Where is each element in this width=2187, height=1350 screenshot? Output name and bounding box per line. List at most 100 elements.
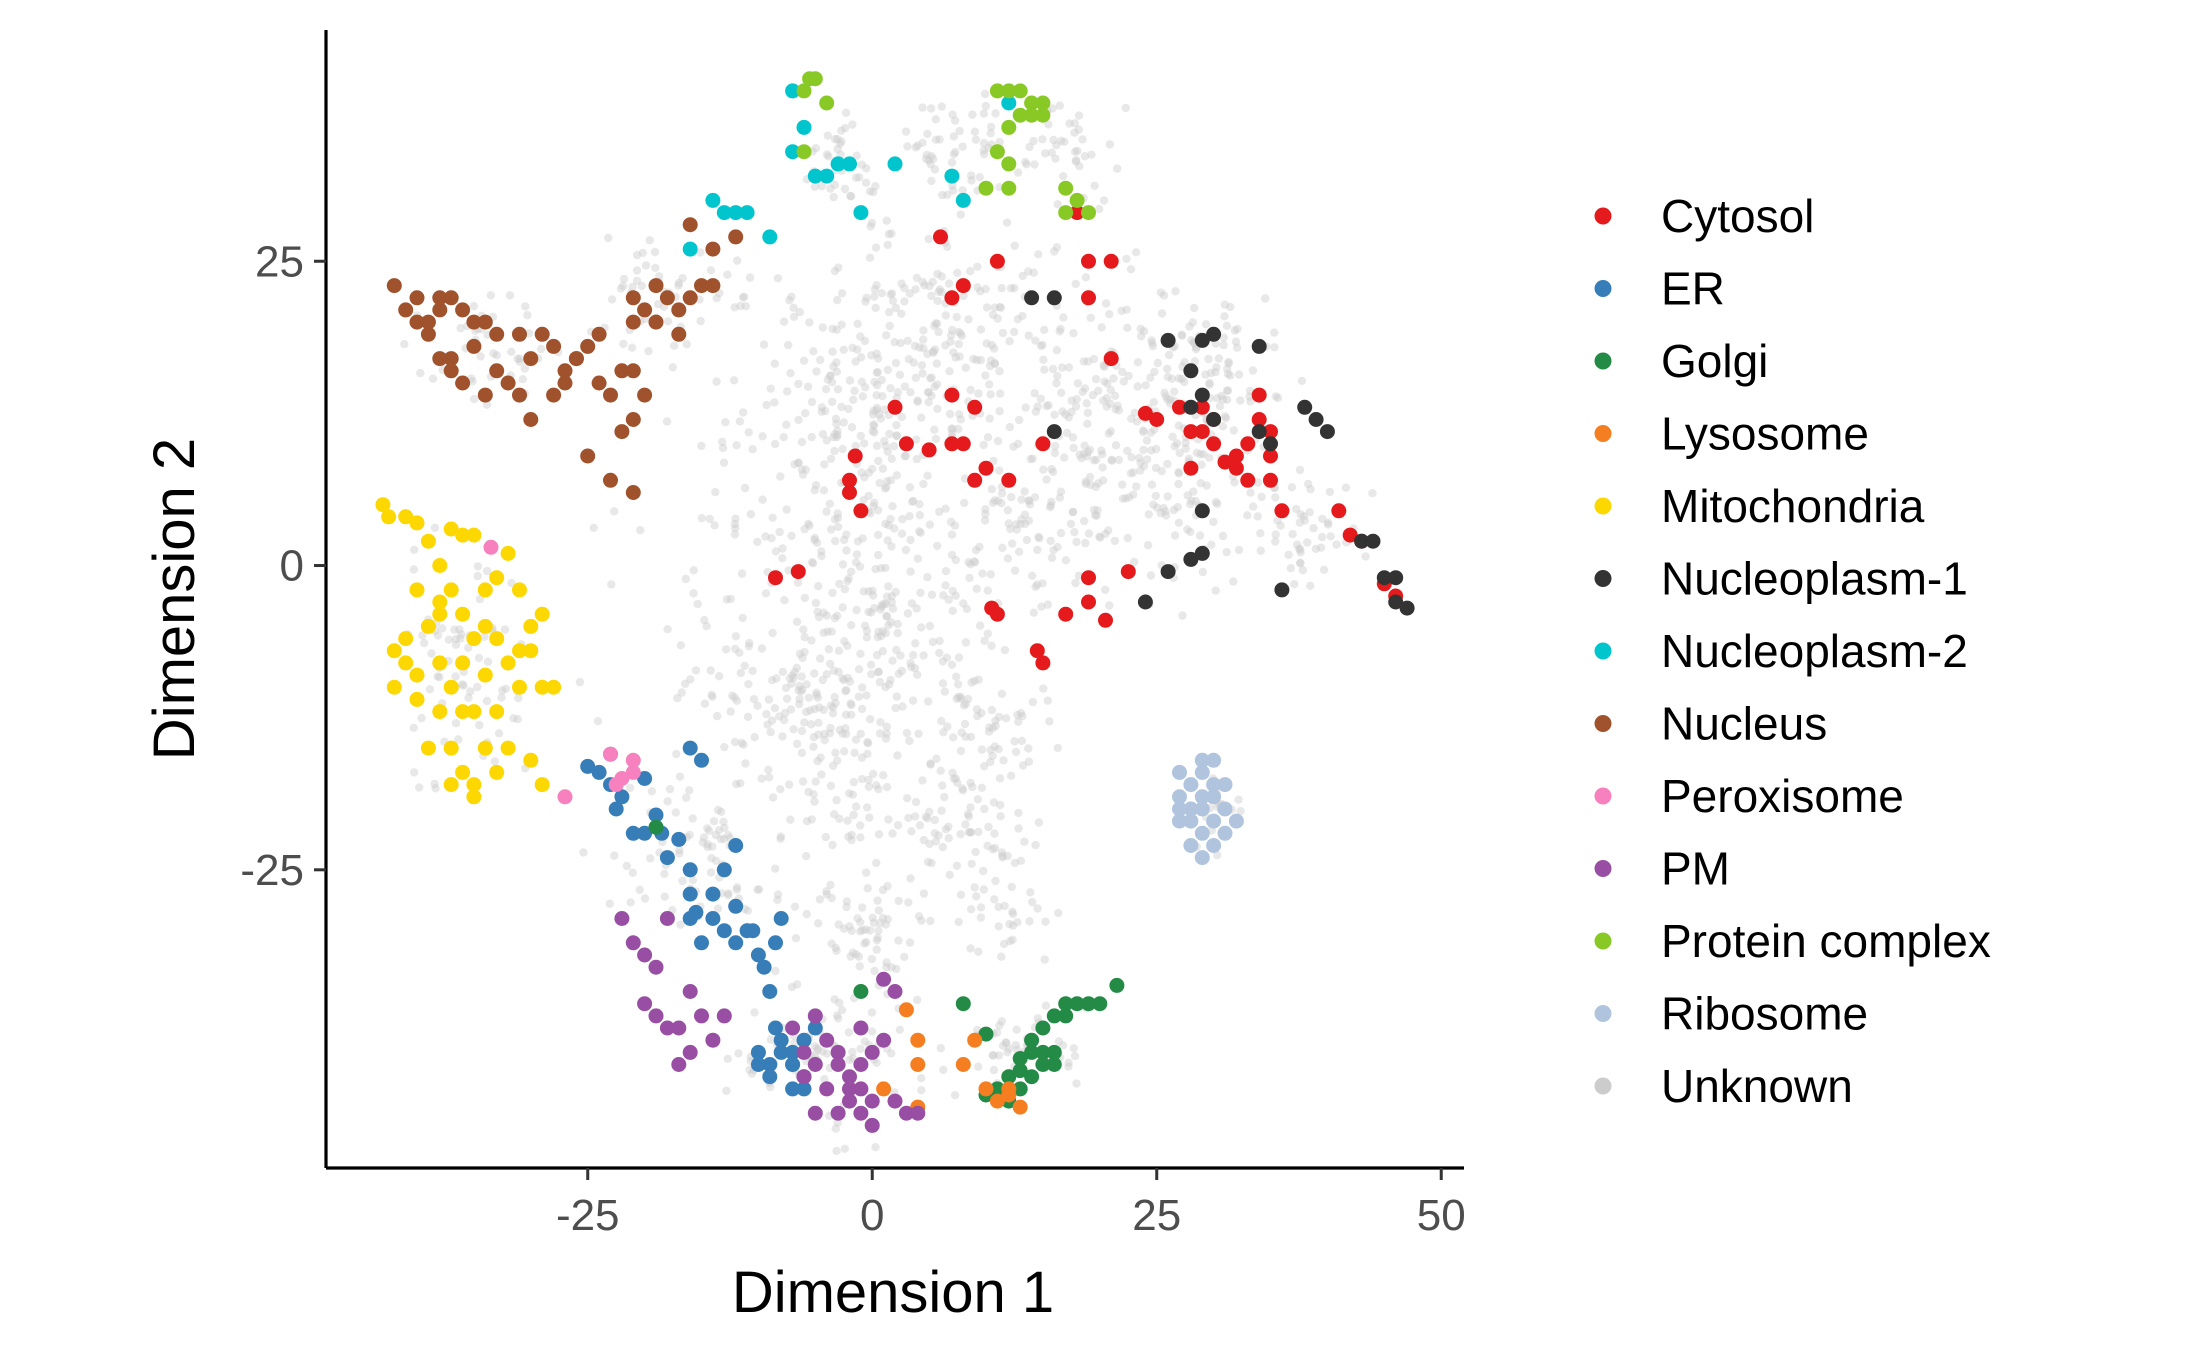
scatter-point-unknown [871, 243, 881, 252]
scatter-point-unknown [1190, 303, 1199, 313]
scatter-point-golgi [1046, 1044, 1062, 1060]
scatter-point-unknown [1003, 1048, 1012, 1057]
scatter-point-unknown [1016, 708, 1026, 718]
scatter-point-unknown [645, 236, 654, 245]
scatter-point-unknown [1246, 488, 1255, 497]
scatter-point-unknown [833, 522, 843, 531]
scatter-point-unknown [993, 314, 1002, 323]
scatter-point-unknown [1064, 1058, 1073, 1067]
legend-key-ribosome [1594, 1005, 1612, 1022]
scatter-point-unknown [1098, 450, 1107, 459]
scatter-point-unknown [963, 694, 973, 704]
scatter-point-unknown [1295, 465, 1305, 475]
scatter-point-unknown [938, 190, 947, 200]
scatter-point-unknown [1083, 357, 1093, 366]
scatter-point-unknown [845, 677, 855, 686]
scatter-point-unknown [891, 358, 901, 368]
scatter-point-unknown [983, 841, 992, 850]
scatter-point-unknown [778, 554, 787, 563]
scatter-point-unknown [926, 760, 935, 769]
x-axis-title: Dimension 1 [732, 1260, 1054, 1325]
scatter-point-unknown [994, 922, 1003, 931]
scatter-point-unknown [833, 756, 842, 765]
scatter-point-unknown [1295, 518, 1305, 527]
scatter-point-unknown [997, 848, 1007, 857]
scatter-point-golgi [1058, 996, 1074, 1012]
scatter-point-mitochondria [466, 704, 482, 720]
scatter-point-mitochondria [534, 606, 550, 622]
scatter-point-unknown [834, 667, 843, 677]
scatter-point-unknown [937, 288, 946, 297]
scatter-point-unknown [817, 181, 827, 191]
scatter-point-unknown [982, 303, 992, 312]
scatter-point-unknown [720, 823, 729, 832]
scatter-point-unknown [1139, 445, 1148, 455]
scatter-point-unknown [903, 794, 912, 803]
scatter-point-unknown [931, 115, 940, 124]
scatter-point-unknown [939, 728, 948, 737]
scatter-point-unknown [1205, 380, 1214, 389]
scatter-point-unknown [990, 496, 999, 505]
scatter-point-unknown [956, 830, 965, 839]
scatter-point-unknown [906, 874, 915, 883]
scatter-point-unknown [712, 294, 721, 303]
scatter-point-unknown [866, 715, 875, 724]
scatter-point-unknown [1099, 396, 1108, 405]
scatter-point-unknown [888, 296, 898, 305]
scatter-point-unknown [722, 595, 732, 604]
scatter-point-unknown [1121, 494, 1130, 503]
scatter-point-unknown [1257, 492, 1266, 502]
scatter-point-mitochondria [489, 764, 505, 780]
scatter-point-unknown [915, 500, 924, 509]
scatter-point-unknown [1003, 554, 1013, 563]
scatter-point-pm [819, 1032, 835, 1048]
scatter-point-unknown [933, 296, 942, 306]
scatter-point-pm [864, 1044, 880, 1060]
scatter-point-unknown [1036, 394, 1046, 403]
scatter-point-unknown [416, 368, 425, 378]
scatter-point-unknown [848, 790, 857, 799]
scatter-point-unknown [912, 454, 921, 464]
scatter-point-unknown [798, 470, 808, 479]
scatter-point-cytosol [842, 485, 857, 500]
scatter-point-unknown [830, 446, 839, 456]
scatter-point-unknown [876, 718, 885, 727]
scatter-point-unknown [827, 893, 836, 903]
scatter-point-unknown [986, 745, 995, 755]
scatter-point-unknown [1100, 362, 1109, 371]
scatter-point-unknown [1028, 571, 1037, 580]
scatter-point-unknown [935, 285, 944, 294]
scatter-point-unknown [821, 406, 830, 416]
scatter-point-unknown [1031, 407, 1041, 416]
scatter-point-unknown [976, 355, 985, 365]
scatter-point-nucleoplasm-1 [1046, 424, 1062, 440]
scatter-point-pm [898, 1105, 914, 1121]
scatter-point-unknown [1079, 449, 1089, 458]
scatter-point-unknown [1013, 710, 1022, 720]
scatter-point-mitochondria [455, 704, 471, 720]
scatter-point-unknown [1025, 917, 1034, 926]
scatter-point-mitochondria [546, 679, 562, 695]
scatter-point-nucleoplasm-1 [1024, 290, 1040, 306]
scatter-point-unknown [1296, 510, 1305, 519]
scatter-point-unknown [833, 295, 842, 305]
scatter-point-golgi [1012, 1051, 1028, 1066]
scatter-point-golgi [1001, 1069, 1017, 1085]
scatter-point-unknown [651, 263, 660, 273]
scatter-point-unknown [1172, 439, 1182, 448]
scatter-point-unknown [696, 248, 705, 257]
scatter-point-er [688, 904, 704, 920]
scatter-point-unknown [827, 525, 836, 534]
scatter-point-unknown [809, 347, 818, 356]
scatter-point-unknown [795, 681, 804, 691]
scatter-point-unknown [741, 759, 750, 768]
scatter-point-cytosol [944, 387, 960, 403]
x-ticks: -25 0 25 50 [556, 1168, 1466, 1240]
scatter-point-unknown [997, 1017, 1006, 1026]
scatter-point-unknown [878, 392, 887, 401]
scatter-point-unknown [855, 562, 865, 571]
scatter-point-unknown [937, 102, 946, 111]
scatter-point-unknown [1014, 824, 1023, 833]
scatter-point-pm [796, 1069, 812, 1085]
scatter-point-unknown [741, 302, 751, 311]
